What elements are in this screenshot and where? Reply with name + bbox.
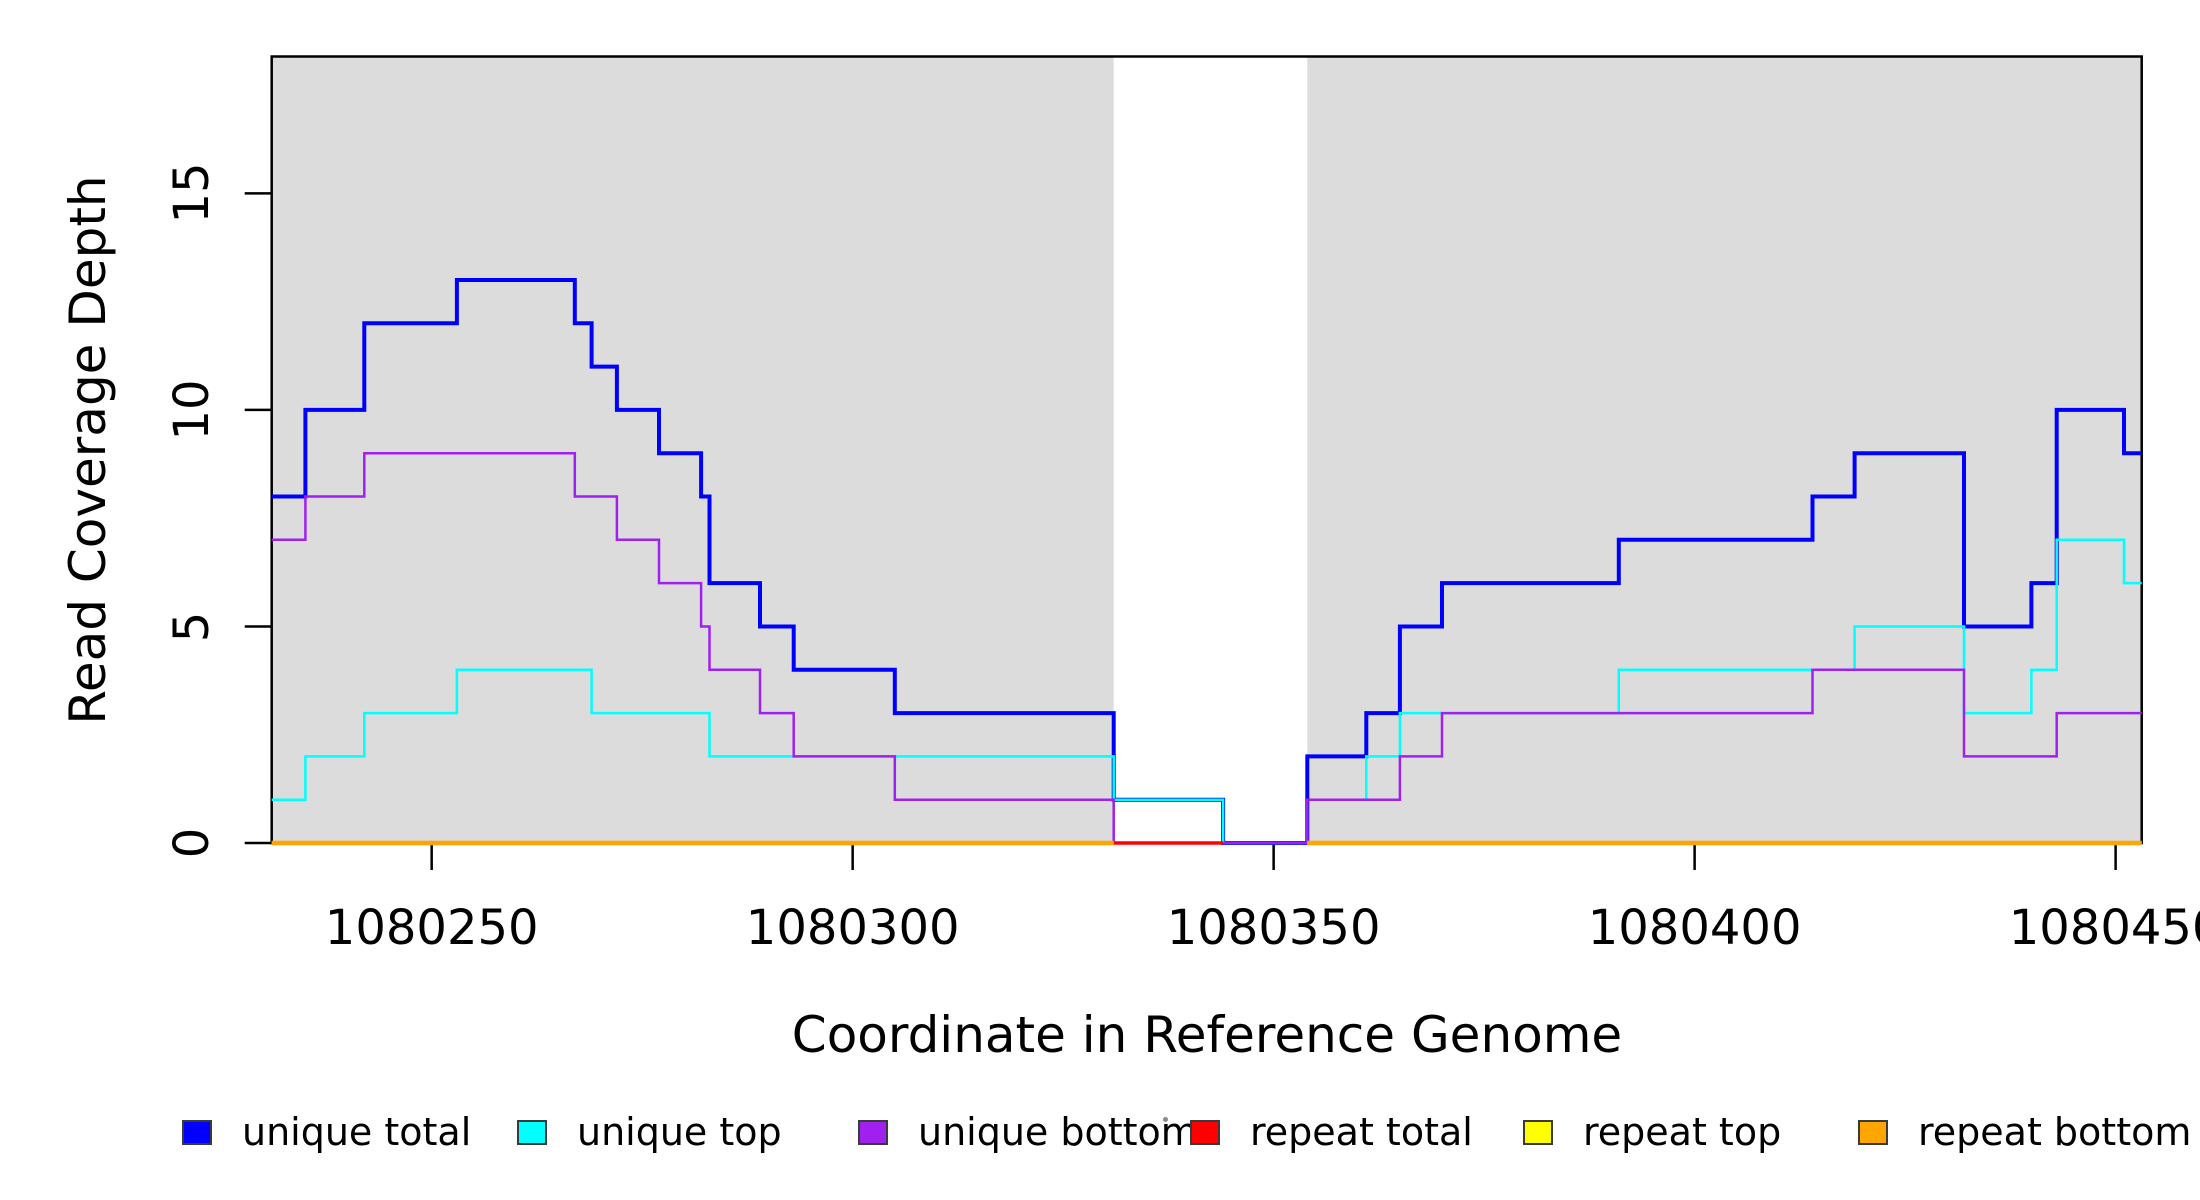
series-line-unique-bottom	[271, 451, 2142, 845]
legend-item-repeat-total: repeat total	[1190, 1110, 1473, 1154]
legend-swatch-unique-top	[517, 1119, 547, 1145]
legend-item-unique-top: unique top	[517, 1110, 782, 1154]
legend-item-repeat-top: repeat top	[1523, 1110, 1782, 1154]
legend-swatch-unique-bottom	[858, 1119, 888, 1145]
y-tick-label: 10	[164, 379, 220, 441]
x-tick-label: 1080300	[745, 900, 960, 956]
y-axis-title: Read Coverage Depth	[59, 175, 117, 725]
legend-swatch-repeat-top	[1523, 1119, 1553, 1145]
y-tick-label: 5	[164, 611, 220, 642]
shaded-region	[1307, 56, 2142, 843]
shaded-region	[271, 56, 1114, 843]
x-tick-label: 1080350	[1166, 900, 1381, 956]
legend-swatch-unique-total	[182, 1119, 212, 1145]
legend-label: repeat bottom	[1918, 1110, 2192, 1154]
legend-swatch-repeat-total	[1190, 1119, 1220, 1145]
legend-label: repeat top	[1583, 1110, 1782, 1154]
legend-label: unique bottom	[918, 1110, 1198, 1154]
legend-item-unique-total: unique total	[182, 1110, 472, 1154]
x-axis-title: Coordinate in Reference Genome	[791, 1006, 1623, 1064]
legend-label: repeat total	[1250, 1110, 1473, 1154]
legend-item-unique-bottom: unique bottom	[858, 1110, 1198, 1154]
y-tick-label: 15	[164, 162, 220, 224]
x-tick-label: 1080400	[1587, 900, 1802, 956]
legend-item-repeat-bottom: repeat bottom	[1858, 1110, 2192, 1154]
legend-swatch-repeat-bottom	[1858, 1119, 1888, 1145]
legend-label: unique top	[577, 1110, 782, 1154]
x-tick-label: 1080250	[324, 900, 539, 956]
y-tick-label: 0	[164, 827, 220, 859]
stray-dot-artifact	[1163, 1117, 1168, 1122]
legend-label: unique total	[242, 1110, 472, 1154]
